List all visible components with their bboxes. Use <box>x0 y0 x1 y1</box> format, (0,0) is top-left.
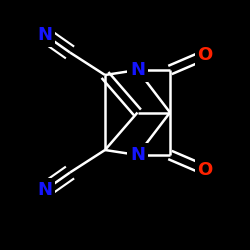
Text: N: N <box>130 146 145 164</box>
Text: N: N <box>130 61 145 79</box>
Text: O: O <box>198 161 212 179</box>
Text: N: N <box>38 26 52 44</box>
Text: O: O <box>198 46 212 64</box>
Text: N: N <box>38 181 52 199</box>
